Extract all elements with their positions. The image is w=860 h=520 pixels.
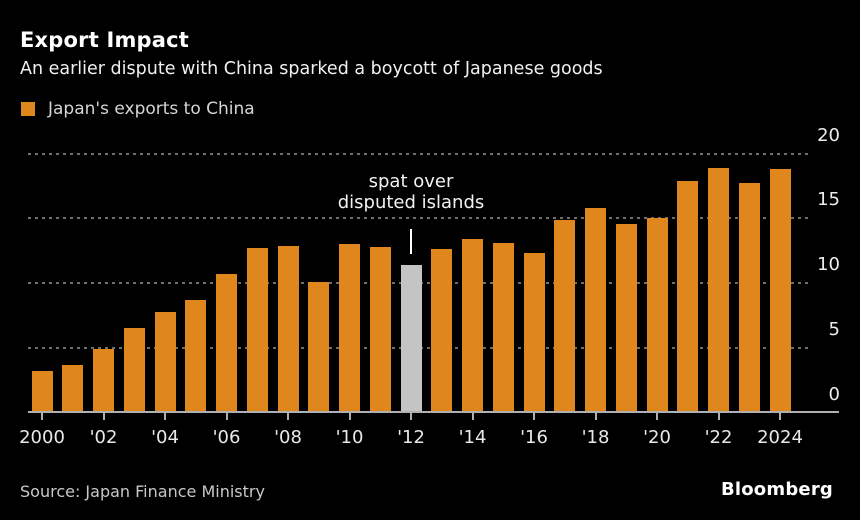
bar-2020 — [646, 218, 668, 413]
bar-2004 — [154, 311, 176, 413]
bar-2003 — [123, 328, 145, 413]
chart-subtitle: An earlier dispute with China sparked a … — [20, 59, 603, 79]
bar-2024 — [769, 169, 791, 413]
y-axis-label-0: 0 — [828, 383, 840, 405]
bar-2002 — [93, 349, 114, 413]
chart-title: Export Impact — [20, 28, 190, 52]
annotation-line2: disputed islands — [337, 192, 485, 213]
x-axis-label-2012: '12 — [397, 427, 425, 448]
legend-swatch-icon — [21, 102, 35, 116]
bar-2019 — [615, 223, 637, 413]
x-axis-label-2020: '20 — [643, 427, 671, 448]
x-tick-2018 — [594, 413, 597, 420]
x-axis-label-2014: '14 — [458, 427, 487, 448]
bar-2011 — [369, 246, 391, 413]
bar-2014 — [462, 239, 483, 413]
bar-2023 — [738, 183, 760, 413]
bar-2017 — [554, 219, 576, 413]
bar-2008 — [277, 245, 299, 413]
x-tick-2010 — [348, 413, 351, 420]
bar-2018 — [585, 208, 606, 413]
annotation-line1: spat over — [368, 171, 454, 192]
y-axis-label-5: 5 — [828, 318, 840, 340]
x-tick-2012 — [410, 413, 412, 420]
legend-label: Japan's exports to China — [48, 99, 255, 119]
bar-2016 — [523, 253, 545, 413]
source-credit: Source: Japan Finance Ministry — [20, 482, 265, 501]
bar-2012 — [400, 264, 422, 413]
bar-2009 — [308, 281, 330, 413]
x-tick-2014 — [471, 413, 474, 420]
x-axis-line — [28, 411, 839, 413]
x-tick-2016 — [533, 413, 535, 420]
bar-2006 — [216, 274, 237, 413]
y-axis-label-20: 20 — [817, 124, 840, 146]
bloomberg-logo: Bloomberg — [720, 479, 833, 500]
bar-2005 — [185, 299, 207, 413]
x-tick-2024 — [779, 413, 781, 420]
x-tick-2002 — [102, 413, 105, 420]
x-tick-2000 — [41, 413, 43, 420]
gridline-20 — [28, 152, 812, 155]
bar-2010 — [339, 244, 360, 413]
x-axis-label-2004: '04 — [151, 427, 179, 448]
x-tick-2006 — [225, 413, 228, 420]
x-axis-label-2006: '06 — [212, 427, 241, 448]
annotation-text: spat over disputed islands — [311, 171, 511, 213]
bar-2013 — [431, 249, 453, 413]
gridline-15 — [28, 217, 812, 220]
bar-2022 — [708, 167, 729, 413]
x-axis-label-2002: '02 — [89, 427, 118, 448]
bar-2015 — [492, 242, 514, 413]
x-axis-label-2010: '10 — [335, 427, 364, 448]
bar-2001 — [62, 364, 84, 413]
x-tick-2004 — [164, 413, 166, 420]
x-tick-2008 — [287, 413, 289, 420]
y-axis-label-15: 15 — [817, 189, 840, 211]
bar-2000 — [31, 371, 53, 413]
legend: Japan's exports to China — [21, 99, 255, 119]
x-tick-2022 — [717, 413, 720, 420]
bar-2007 — [246, 248, 268, 413]
x-axis-label-2024: 2024 — [757, 427, 803, 448]
annotation-pointer-line — [410, 229, 412, 254]
x-axis-label-2000: 2000 — [19, 427, 65, 448]
y-axis-label-10: 10 — [817, 254, 840, 276]
x-axis-label-2008: '08 — [274, 427, 302, 448]
x-axis-label-2022: '22 — [704, 427, 733, 448]
x-axis-label-2018: '18 — [581, 427, 610, 448]
x-axis-label-2016: '16 — [520, 427, 548, 448]
x-tick-2020 — [656, 413, 658, 420]
bar-2021 — [677, 180, 699, 413]
